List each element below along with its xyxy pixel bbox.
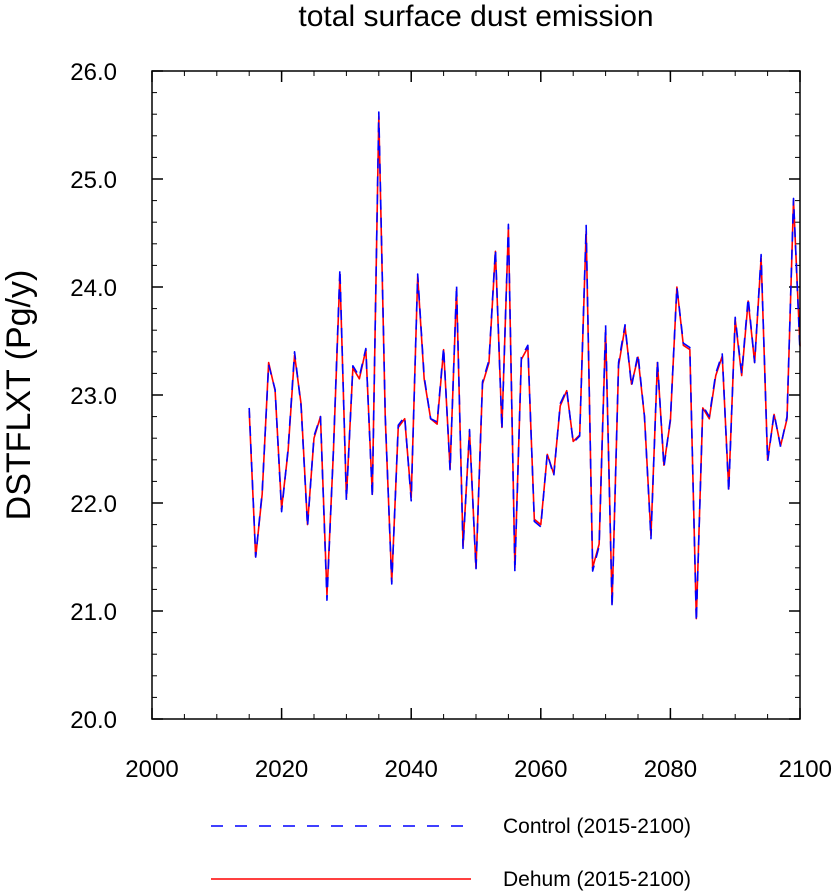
- y-major-ticks: [152, 70, 800, 720]
- y-tick-label: 26.0: [70, 59, 117, 86]
- chart-title: total surface dust emission: [298, 0, 653, 33]
- legend-label-dehum: Dehum (2015-2100): [503, 868, 691, 891]
- y-tick-label: 24.0: [70, 275, 117, 302]
- x-minor-ticks: [151, 71, 801, 719]
- legend: Control (2015-2100) Dehum (2015-2100): [211, 815, 691, 891]
- y-tick-labels: 20.0 21.0 22.0 23.0 24.0 25.0 26.0: [70, 59, 117, 734]
- y-axis-label: DSTFLXT (Pg/y): [0, 270, 38, 521]
- x-tick-label: 2060: [514, 756, 567, 783]
- plot-area: [248, 111, 801, 623]
- y-tick-label: 20.0: [70, 707, 117, 734]
- x-tick-label: 2020: [255, 756, 308, 783]
- x-major-ticks: [151, 71, 801, 719]
- x-tick-labels: 2000 2020 2040 2060 2080 2100: [125, 756, 832, 783]
- y-tick-label: 23.0: [70, 383, 117, 410]
- y-tick-label: 22.0: [70, 491, 117, 518]
- series-line-control: [248, 111, 801, 623]
- y-minor-ticks: [152, 70, 800, 720]
- plot-frame: [151, 70, 801, 720]
- x-tick-label: 2100: [779, 756, 832, 783]
- x-tick-label: 2000: [125, 756, 178, 783]
- y-tick-label: 21.0: [70, 599, 117, 626]
- x-tick-label: 2080: [644, 756, 697, 783]
- legend-label-control: Control (2015-2100): [503, 815, 691, 838]
- x-tick-label: 2040: [385, 756, 438, 783]
- y-tick-label: 25.0: [70, 167, 117, 194]
